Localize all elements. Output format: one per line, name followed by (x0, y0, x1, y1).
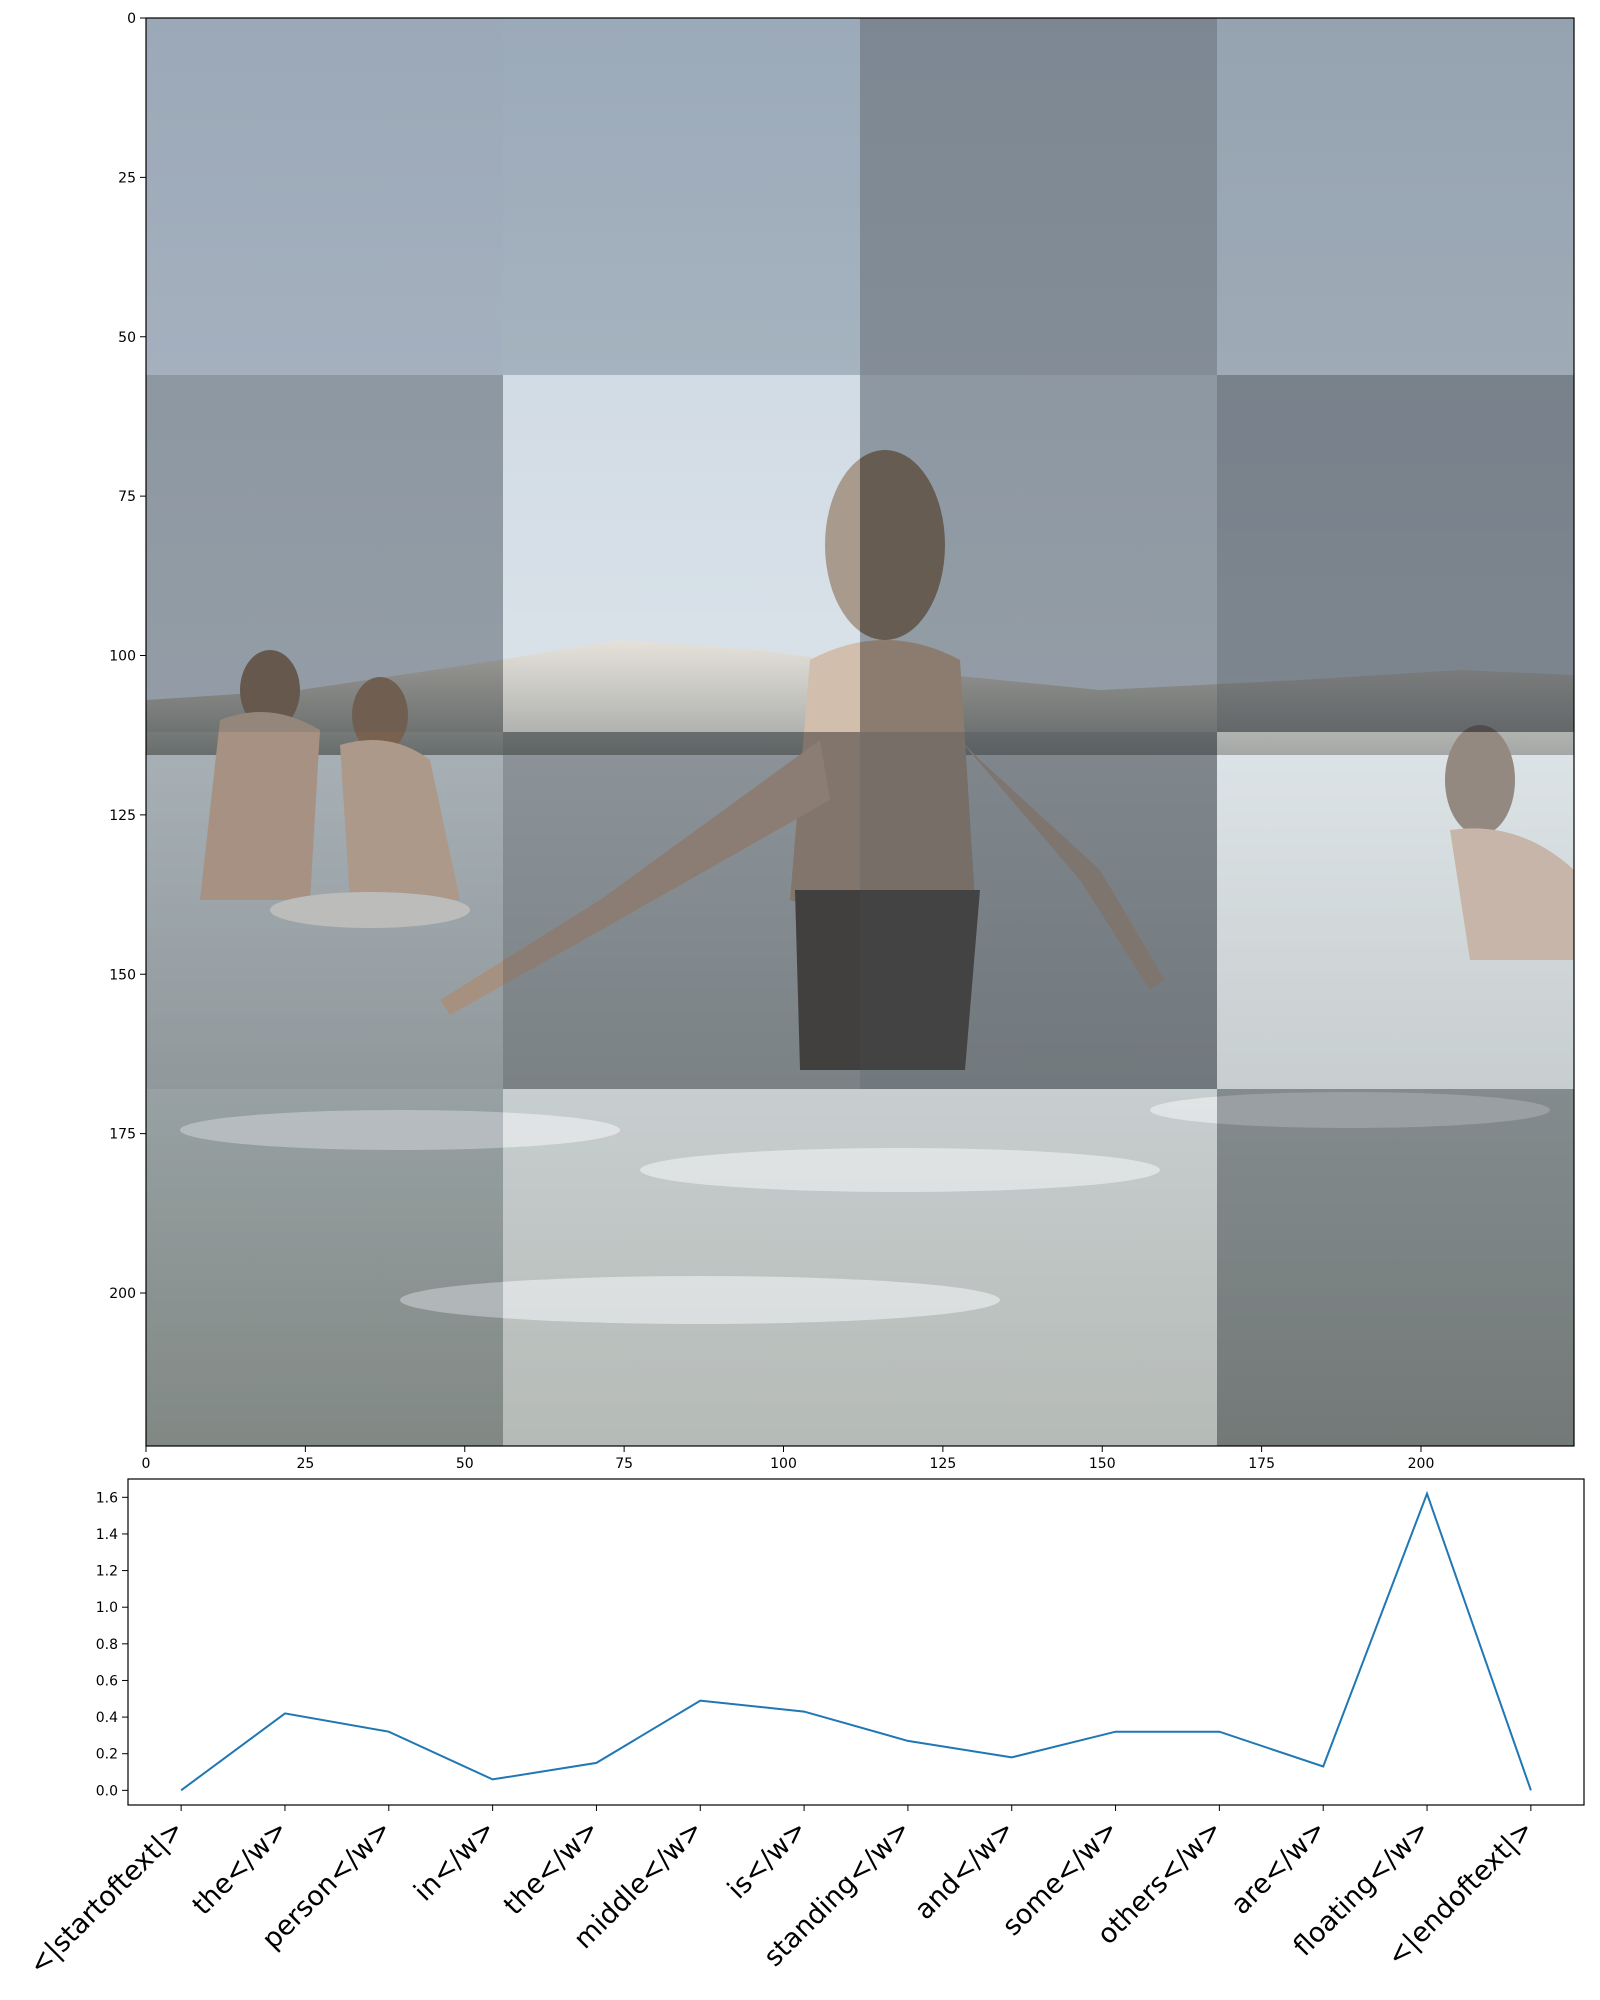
x-tick-label: 25 (296, 1456, 314, 1472)
attention-cell-2-1 (503, 732, 860, 1089)
y-tick-label: 0.6 (96, 1673, 118, 1689)
attention-cell-1-2 (860, 375, 1217, 732)
x-tick-label: in</w> (408, 1814, 501, 1907)
y-tick-label: 200 (109, 1286, 136, 1302)
line-chart-x-axis: <|startoftext|>the</w>person</w> in</w>th… (23, 1805, 1540, 1981)
attention-cell-1-3 (1217, 375, 1574, 732)
attention-cell-0-1 (503, 18, 860, 375)
attention-cell-3-1 (503, 1089, 860, 1446)
x-tick-label: is</w> (722, 1814, 813, 1905)
y-tick-label: 0.0 (96, 1783, 118, 1799)
attention-cell-1-0 (146, 375, 503, 732)
line-chart-panel: 0.0 0.2 0.4 0.6 0.8 1.0 1.2 1.4 1.6 <|startoftex… (23, 1478, 1585, 1981)
attention-cell-3-2 (860, 1089, 1217, 1446)
x-tick-label: 125 (930, 1456, 957, 1472)
line-chart-frame (127, 1478, 1585, 1806)
attention-cell-2-2 (860, 732, 1217, 1089)
x-tick-label: 100 (770, 1456, 797, 1472)
y-tick-label: 75 (118, 489, 136, 505)
y-tick-label: 1.4 (96, 1527, 118, 1543)
y-tick-label: 0 (127, 11, 136, 27)
x-tick-label: are</w> (1225, 1814, 1332, 1921)
heatmap-panel: 0 25 50 75 100 125 150 175 200 0 25 50 75 100 125 150 1… (109, 11, 1575, 1472)
y-tick-label: 175 (109, 1127, 136, 1143)
attention-cell-0-3 (1217, 18, 1574, 375)
x-tick-label: 75 (615, 1456, 633, 1472)
y-tick-label: 0.4 (96, 1710, 118, 1726)
attention-cell-3-3 (1217, 1089, 1574, 1446)
y-tick-label: 1.6 (96, 1490, 118, 1506)
heatmap-x-axis: 0 25 50 75 100 125 150 175 200 (142, 1446, 1435, 1472)
y-tick-label: 150 (109, 967, 136, 983)
attention-cell-3-0 (146, 1089, 503, 1446)
y-tick-label: 125 (109, 808, 136, 824)
series-line (180, 1490, 1532, 1792)
x-tick-label: and</w> (909, 1814, 1021, 1926)
person-right-shape (1445, 725, 1574, 960)
heatmap-y-axis: 0 25 50 75 100 125 150 175 200 (109, 11, 146, 1302)
x-tick-label: the</w> (498, 1814, 605, 1921)
attention-cell-0-0 (146, 18, 503, 375)
attention-cell-1-1 (503, 375, 860, 732)
background-photo (146, 18, 1574, 1446)
y-tick-label: 0.2 (96, 1747, 118, 1763)
attention-cell-0-2 (860, 18, 1217, 375)
y-tick-label: 25 (118, 170, 136, 186)
x-tick-label: 200 (1408, 1456, 1435, 1472)
y-tick-label: 100 (109, 649, 136, 665)
line-chart-y-axis: 0.0 0.2 0.4 0.6 0.8 1.0 1.2 1.4 1.6 (96, 1490, 128, 1799)
x-tick-label: <|startoftext|> (23, 1814, 190, 1981)
y-tick-label: 50 (118, 330, 136, 346)
x-tick-label: 150 (1089, 1456, 1116, 1472)
x-tick-label: 175 (1248, 1456, 1275, 1472)
y-tick-label: 1.2 (96, 1564, 118, 1580)
x-tick-label: the</w> (187, 1814, 294, 1921)
water-highlights (180, 1092, 1550, 1324)
x-tick-label: 0 (142, 1456, 151, 1472)
attention-cell-2-0 (146, 732, 503, 1089)
attention-cell-2-3 (1217, 732, 1574, 1089)
attention-cells (146, 18, 1574, 1446)
people-left-shape (200, 650, 470, 928)
series-points (181, 1493, 1531, 1791)
heatmap-frame (145, 17, 1575, 1447)
y-tick-label: 1.0 (96, 1600, 118, 1616)
y-tick-label: 0.8 (96, 1637, 118, 1653)
x-tick-label: 50 (456, 1456, 474, 1472)
